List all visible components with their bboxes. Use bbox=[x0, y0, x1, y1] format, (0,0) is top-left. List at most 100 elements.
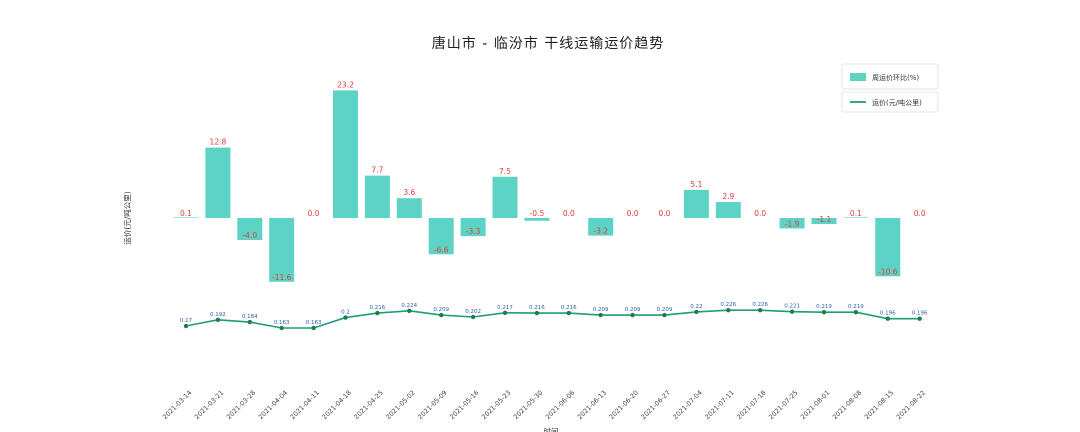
line-labels: 0.17 0.192 0.184 0.163 0.163 0.2 0.216 0.224 0.2… bbox=[180, 302, 928, 326]
line-point bbox=[470, 314, 476, 320]
line-point bbox=[343, 315, 348, 320]
bar-value-label: -3.3 bbox=[466, 227, 481, 236]
legend-line-label: 运价(元/吨公里) bbox=[872, 98, 922, 107]
bar bbox=[237, 218, 263, 240]
bar-value-label: 5.1 bbox=[690, 180, 702, 189]
line-point bbox=[789, 309, 795, 314]
line-value-label: 0.216 bbox=[529, 305, 545, 311]
line-point bbox=[439, 312, 444, 318]
line-point bbox=[694, 309, 699, 315]
bar-value-label: 0.1 bbox=[850, 209, 862, 218]
bar bbox=[428, 218, 454, 255]
x-tick-label: 2021-08-15 bbox=[863, 389, 895, 421]
bar bbox=[524, 218, 550, 221]
line-point bbox=[247, 319, 252, 325]
bar-value-label: 7.5 bbox=[499, 167, 511, 176]
bar bbox=[811, 218, 837, 225]
line-value-label: 0.22 bbox=[690, 304, 702, 310]
line-point bbox=[375, 310, 380, 316]
line-point bbox=[662, 312, 667, 318]
bar-value-label: -1.9 bbox=[785, 219, 800, 228]
line-point bbox=[502, 310, 508, 315]
bar-value-label: 2.9 bbox=[722, 192, 734, 201]
line-value-label: 0.196 bbox=[912, 311, 928, 317]
bar-value-label: -6.6 bbox=[434, 245, 449, 254]
x-tick-label: 2021-06-20 bbox=[608, 389, 640, 421]
x-tick-label: 2021-03-21 bbox=[193, 389, 225, 421]
line-value-label: 0.209 bbox=[433, 307, 449, 313]
line-point bbox=[821, 310, 827, 315]
line-value-label: 0.192 bbox=[210, 312, 226, 318]
x-tick-label: 2021-05-23 bbox=[480, 389, 512, 421]
line-value-label: 0.216 bbox=[561, 305, 577, 311]
bar bbox=[173, 217, 199, 218]
bar bbox=[396, 198, 422, 218]
bar bbox=[588, 218, 614, 236]
bar-value-label: 0.0 bbox=[914, 209, 926, 218]
bar bbox=[364, 175, 390, 218]
x-tick-label: 2021-05-02 bbox=[384, 389, 416, 421]
x-axis-label: 时间 bbox=[544, 426, 559, 432]
line-point bbox=[885, 316, 890, 321]
x-tick-label: 2021-04-11 bbox=[289, 389, 321, 421]
bar bbox=[715, 202, 741, 218]
legend-box-bar bbox=[841, 63, 939, 90]
line-point bbox=[407, 308, 412, 313]
bar-value-label: -4.0 bbox=[242, 231, 257, 240]
bar-value-label: 12.8 bbox=[210, 138, 227, 147]
line-point bbox=[311, 325, 316, 331]
line-point bbox=[534, 310, 540, 316]
x-tick-label: 2021-04-25 bbox=[352, 389, 384, 421]
bar-value-label: 7.7 bbox=[371, 166, 383, 175]
bar bbox=[875, 218, 901, 277]
x-tick-label: 2021-08-08 bbox=[831, 389, 863, 421]
bar-value-label: 0.0 bbox=[308, 209, 320, 218]
x-tick-label: 2021-05-09 bbox=[416, 389, 448, 421]
line-value-label: 0.209 bbox=[657, 307, 673, 313]
line-point bbox=[726, 308, 731, 313]
line-value-label: 0.224 bbox=[401, 303, 417, 309]
line-point bbox=[630, 312, 635, 318]
line-point bbox=[598, 312, 603, 318]
x-tick-label: 2021-03-14 bbox=[161, 389, 193, 421]
line-point bbox=[183, 323, 189, 329]
x-tick-label: 2021-08-22 bbox=[895, 389, 927, 421]
bar-series bbox=[173, 90, 901, 282]
line-value-label: 0.221 bbox=[784, 304, 800, 310]
line-value-label: 0.163 bbox=[306, 320, 322, 326]
line-point bbox=[279, 325, 284, 331]
line-value-label: 0.17 bbox=[180, 318, 193, 324]
line-value-label: 0.184 bbox=[242, 314, 258, 320]
bar-value-label: 3.6 bbox=[403, 188, 415, 197]
bar bbox=[333, 90, 358, 218]
legend-bar-swatch bbox=[850, 73, 866, 81]
line-value-label: 0.226 bbox=[720, 302, 736, 308]
x-tick-label: 2021-05-16 bbox=[448, 389, 480, 421]
legend: 周运价环比(%) 运价(元/吨公里) bbox=[841, 63, 939, 113]
line-path bbox=[185, 309, 920, 329]
x-tick-label: 2021-07-25 bbox=[767, 389, 799, 421]
y-axis-label: 运价(元/吨公里) bbox=[122, 191, 132, 244]
line-value-label: 0.2 bbox=[341, 310, 350, 316]
bar bbox=[683, 189, 709, 218]
bar bbox=[269, 218, 295, 282]
line-value-label: 0.226 bbox=[752, 302, 768, 308]
bar-value-label: -1.1 bbox=[817, 215, 832, 224]
x-tick-label: 2021-06-13 bbox=[576, 389, 608, 421]
x-tick-label: 2021-06-27 bbox=[640, 389, 672, 421]
x-tick-label: 2021-04-18 bbox=[321, 389, 353, 421]
x-tick-label: 2021-07-18 bbox=[735, 389, 767, 421]
x-tick-labels: 2021-03-14 2021-03-21 2021-03-28 2021-04-04… bbox=[161, 389, 927, 421]
line-value-label: 0.216 bbox=[370, 305, 386, 311]
x-tick-label: 2021-07-04 bbox=[671, 389, 703, 421]
line-point bbox=[758, 308, 763, 313]
line-point bbox=[215, 317, 221, 323]
line-point bbox=[853, 310, 859, 315]
line-value-label: 0.209 bbox=[625, 307, 641, 313]
x-tick-label: 2021-05-30 bbox=[512, 389, 544, 421]
line-value-label: 0.209 bbox=[593, 307, 609, 313]
x-tick-label: 2021-08-01 bbox=[799, 389, 831, 421]
x-tick-label: 2021-03-28 bbox=[225, 389, 257, 421]
legend-bar-label: 周运价环比(%) bbox=[872, 73, 919, 82]
